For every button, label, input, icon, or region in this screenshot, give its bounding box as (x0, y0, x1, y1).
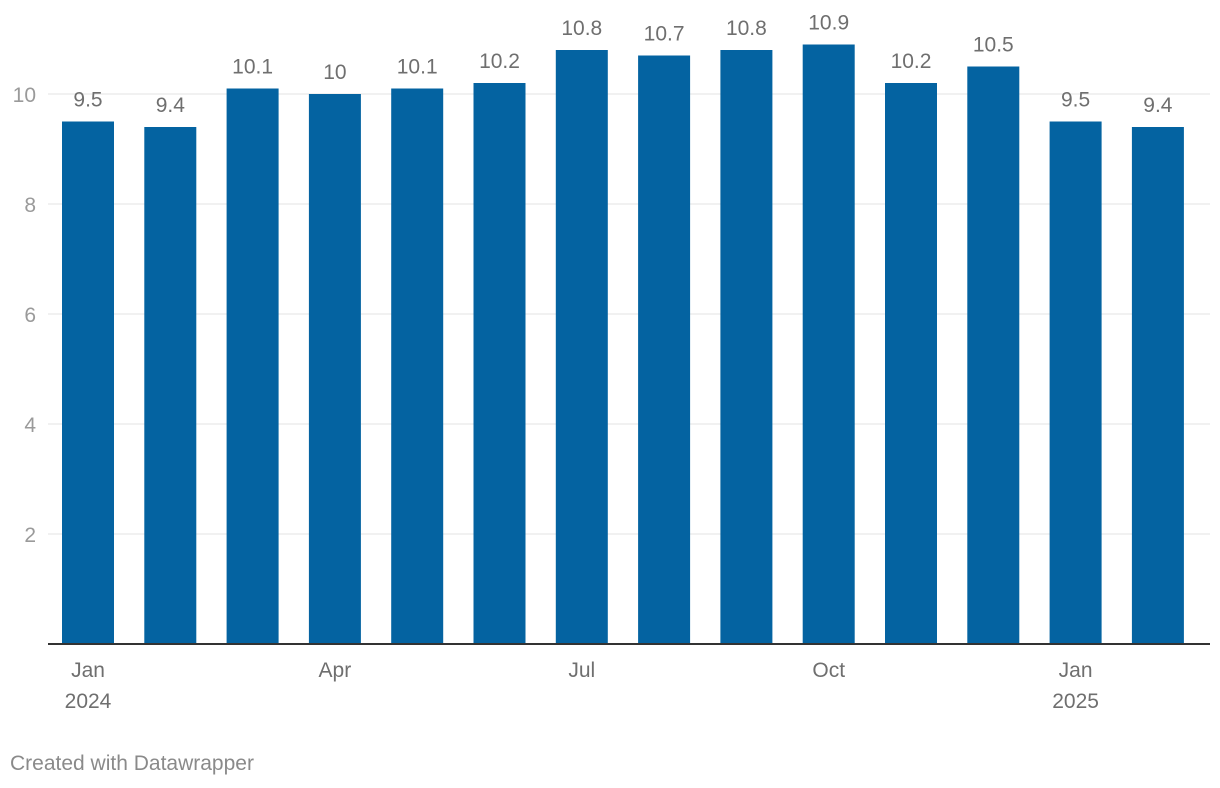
bar (885, 83, 937, 644)
data-label: 10.2 (891, 50, 932, 73)
x-tick-label: Apr (319, 659, 352, 682)
bar (1131, 127, 1184, 644)
bar (226, 88, 279, 644)
bar (473, 83, 526, 644)
data-label: 9.4 (156, 94, 186, 117)
y-tick-label: 4 (24, 414, 36, 437)
y-tick-label: 6 (24, 304, 36, 327)
x-tick-label: Oct (812, 659, 845, 682)
bar (391, 88, 444, 644)
y-tick-label: 2 (24, 524, 36, 547)
bar (144, 127, 197, 644)
y-tick-label: 8 (24, 194, 36, 217)
x-tick-year-label: 2024 (65, 690, 112, 713)
x-tick-label: Jul (568, 659, 595, 682)
bar (802, 44, 855, 644)
data-label: 10.8 (726, 17, 767, 40)
x-tick-year-label: 2025 (1052, 690, 1099, 713)
data-label: 9.4 (1143, 94, 1173, 117)
bar (62, 121, 114, 644)
bar (720, 50, 773, 644)
x-tick-label: Jan (1059, 659, 1093, 682)
bar-chart: 2 4 6 8 10 9.5 9.4 10.1 10 10.1 10.2 10.8 10.7 10.8 10… (13, 12, 1210, 713)
bar (1049, 121, 1102, 644)
data-label: 10.7 (644, 23, 685, 46)
data-label: 10.1 (232, 56, 273, 79)
data-label: 9.5 (73, 89, 102, 112)
y-tick-label: 10 (13, 84, 36, 107)
credit-text: Created with Datawrapper (10, 752, 254, 775)
data-label: 10.2 (479, 50, 520, 73)
data-label: 10.5 (973, 34, 1014, 57)
bar (638, 55, 691, 644)
data-label: 10.8 (561, 17, 602, 40)
bar (555, 50, 608, 644)
data-label: 9.5 (1061, 89, 1090, 112)
bar (308, 94, 361, 644)
data-label: 10.9 (808, 12, 849, 35)
x-tick-label: Jan (71, 659, 105, 682)
data-label: 10.1 (397, 56, 438, 79)
data-label: 10 (323, 61, 346, 84)
bar (967, 66, 1020, 644)
